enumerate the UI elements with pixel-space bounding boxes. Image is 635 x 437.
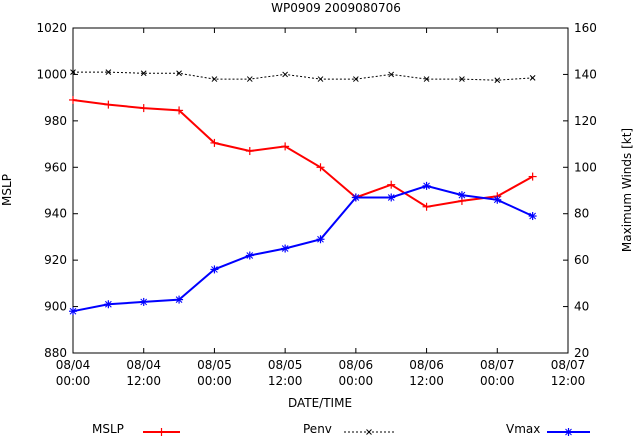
x-tick-label-date: 08/04 [56,358,91,372]
x-tick-label-time: 00:00 [197,374,232,388]
y-tick-label-left: 1000 [36,67,67,81]
legend-label-penv: Penv [303,422,332,436]
y-axis-left: 880 900 920 940 960 980 1000 1020 [36,21,568,360]
legend-label-vmax: Vmax [506,422,540,436]
data-point-penv [388,71,395,78]
x-tick-label-date: 08/07 [551,358,586,372]
data-point-vmax [316,235,325,244]
y-tick-label-left: 960 [44,160,67,174]
data-point-vmax [422,181,431,190]
x-tick-label-date: 08/07 [480,358,515,372]
legend-marker [157,428,166,436]
legend-sample-penv [344,429,394,435]
x-tick-label-time: 12:00 [268,374,303,388]
data-point-vmax [69,307,77,316]
series-line-vmax [72,184,534,313]
data-point-vmax [175,295,184,304]
data-point-mslp [528,172,537,181]
x-tick-label-time: 00:00 [339,374,374,388]
data-point-penv [176,70,182,77]
x-tick-label-time: 12:00 [551,374,586,388]
data-point-mslp [175,106,184,115]
data-point-penv [140,70,147,77]
chart-title: WP0909 2009080706 [271,1,401,15]
data-point-mslp [139,104,148,113]
data-point-penv [459,76,465,82]
legend-marker [366,429,372,435]
y-tick-label-right: 100 [574,160,597,174]
y-tick-label-left: 980 [44,114,67,128]
data-point-penv [317,76,324,82]
data-point-vmax [528,212,537,221]
data-point-vmax [457,191,466,200]
data-point-mslp [245,147,254,156]
data-point-vmax [351,193,360,202]
x-tick-label-date: 08/05 [268,358,303,372]
x-tick-label-date: 08/05 [197,358,232,372]
x-tick-label-date: 08/06 [409,358,444,372]
data-point-mslp [69,95,77,104]
y-axis-left-label: MSLP [0,174,14,206]
data-point-penv [246,76,253,82]
y-tick-label-right: 160 [574,21,597,35]
y-tick-label-left: 900 [44,300,67,314]
x-tick-label-time: 12:00 [409,374,444,388]
x-tick-label-time: 00:00 [480,374,515,388]
x-axis-label: DATE/TIME [288,396,352,410]
x-axis: 08/04 00:00 08/04 12:00 08/05 00:00 08/05 12:00… [56,28,586,388]
data-point-vmax [210,265,219,274]
y-axis-right: 20 40 60 80 100 120 140 160 [574,21,597,360]
data-point-vmax [281,244,290,253]
data-point-penv [529,75,536,81]
data-point-penv [70,69,76,75]
data-point-mslp [281,142,290,151]
data-point-vmax [104,300,113,309]
y-tick-label-right: 60 [574,253,589,267]
data-point-mslp [210,138,219,147]
data-point-mslp [422,202,431,211]
data-point-penv [282,71,288,78]
x-tick-label-time: 12:00 [126,374,161,388]
legend-label-mslp: MSLP [92,422,124,436]
data-point-penv [423,76,430,82]
y-tick-label-left: 1020 [36,21,67,35]
data-point-mslp [316,163,325,172]
plot-frame [72,27,569,354]
y-tick-label-left: 880 [44,346,67,360]
y-axis-right-label: Maximum Winds [kt] [620,128,634,252]
data-point-vmax [139,297,148,306]
x-tick-label-date: 08/06 [339,358,374,372]
data-point-vmax [245,251,254,260]
data-point-vmax [387,193,396,202]
y-tick-label-right: 120 [574,114,597,128]
y-tick-label-left: 920 [44,253,67,267]
y-tick-label-right: 20 [574,346,589,360]
legend-sample-mslp [143,428,180,436]
data-point-vmax [493,195,502,204]
data-point-penv [211,76,218,82]
legend-sample-vmax [547,428,590,436]
data-point-penv [353,76,359,82]
y-tick-label-right: 40 [574,300,589,314]
y-tick-label-right: 140 [574,67,597,81]
series-line-penv [73,71,533,81]
legend: MSLP Penv Vmax [92,422,590,436]
data-point-mslp [387,180,396,189]
data-point-mslp [104,100,113,109]
data-point-penv [494,77,501,84]
data-point-penv [105,69,112,75]
series-layer [69,69,537,316]
legend-marker [564,428,573,436]
series-line-mslp [72,99,534,208]
x-tick-label-date: 08/04 [126,358,161,372]
y-tick-label-left: 940 [44,207,67,221]
x-tick-label-time: 00:00 [56,374,91,388]
y-tick-label-right: 80 [574,207,589,221]
